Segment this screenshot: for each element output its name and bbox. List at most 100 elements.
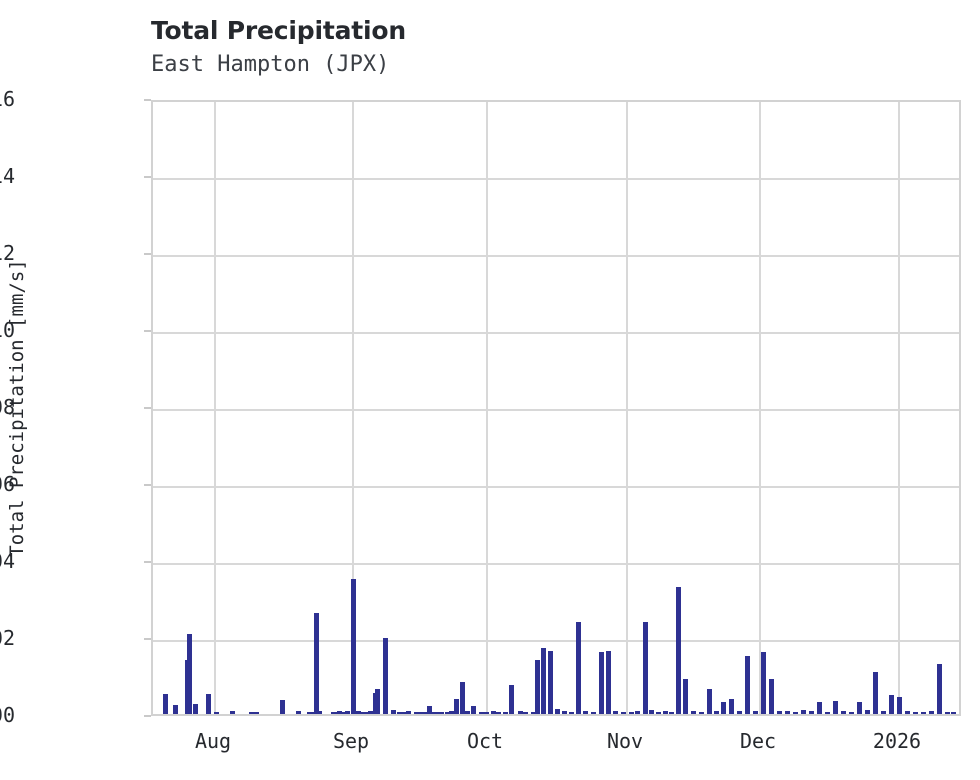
bar	[448, 711, 454, 714]
bar	[362, 712, 368, 714]
bar	[950, 712, 956, 714]
x-axis-tick-label: Dec	[739, 729, 777, 753]
gridline-horizontal	[153, 255, 959, 257]
bar	[698, 711, 704, 714]
bar	[590, 711, 596, 714]
gridline-horizontal	[153, 486, 959, 488]
bar	[444, 712, 450, 714]
bar	[800, 710, 806, 714]
bar	[390, 710, 396, 714]
bar	[864, 710, 870, 714]
y-axis-tick-label: 0.006	[0, 472, 15, 496]
bar	[662, 710, 668, 714]
bar	[316, 710, 322, 714]
bar	[192, 704, 198, 714]
bar	[453, 699, 459, 714]
gridline-horizontal	[153, 332, 959, 334]
bar	[344, 710, 350, 714]
bar	[824, 711, 830, 714]
bar	[808, 711, 814, 714]
y-axis-tick-label: 0.012	[0, 241, 15, 265]
bar	[382, 637, 388, 714]
bar	[832, 700, 838, 714]
bar	[396, 711, 402, 714]
bar	[648, 710, 654, 714]
bar	[682, 679, 688, 714]
bar	[330, 711, 336, 714]
bar	[634, 711, 640, 714]
bar	[464, 710, 470, 714]
bar	[340, 711, 346, 714]
bar	[495, 711, 501, 714]
bar	[744, 656, 750, 714]
bar	[540, 647, 546, 714]
gridline-horizontal	[153, 640, 959, 642]
y-axis-tick-label: 0.010	[0, 318, 15, 342]
bar	[928, 710, 934, 714]
bar	[568, 711, 574, 714]
y-axis-tick-mark	[144, 638, 151, 640]
gridline-vertical	[486, 102, 488, 714]
y-axis-tick-mark	[144, 407, 151, 409]
bar	[776, 711, 782, 714]
gridline-horizontal	[153, 178, 959, 180]
y-axis-tick-mark	[144, 176, 151, 178]
bar	[620, 711, 626, 714]
bar	[816, 702, 822, 714]
bar	[401, 712, 407, 714]
bar-series-precipitation	[153, 102, 959, 714]
bar	[459, 681, 465, 714]
bar	[253, 712, 259, 714]
bar	[713, 710, 719, 714]
y-axis-tick-mark	[144, 484, 151, 486]
bar	[706, 688, 712, 714]
bar	[612, 710, 618, 714]
gridline-vertical	[759, 102, 761, 714]
bar	[752, 710, 758, 714]
y-axis-tick-label: 0.000	[0, 703, 15, 727]
bar	[856, 702, 862, 714]
bar	[642, 621, 648, 714]
x-axis-tick-label: Sep	[332, 729, 370, 753]
bar	[508, 685, 514, 714]
plot-area	[151, 100, 961, 716]
bar	[655, 711, 661, 714]
bar	[840, 710, 846, 714]
bar	[888, 694, 894, 714]
bar	[944, 711, 950, 714]
y-axis-tick-mark	[144, 715, 151, 717]
bar	[522, 711, 528, 714]
y-axis-tick-mark	[144, 253, 151, 255]
gridline-vertical	[214, 102, 216, 714]
y-axis-tick-label: 0.002	[0, 626, 15, 650]
bar	[213, 711, 219, 714]
bar	[295, 710, 301, 714]
bar	[306, 711, 312, 714]
gridline-vertical	[626, 102, 628, 714]
bar	[470, 706, 476, 714]
bar	[350, 579, 356, 714]
bar	[490, 710, 496, 714]
bar	[936, 663, 942, 714]
bar	[720, 702, 726, 714]
bar	[920, 712, 926, 714]
y-axis-tick-mark	[144, 561, 151, 563]
bar	[904, 711, 910, 714]
x-axis-tick-label: Aug	[194, 729, 232, 753]
bar	[333, 712, 339, 714]
x-axis-tick-label: Oct	[466, 729, 504, 753]
bar	[690, 710, 696, 714]
bar	[172, 705, 178, 714]
bar	[848, 711, 854, 714]
bar	[675, 586, 681, 714]
x-axis-tick-label: 2026	[872, 729, 922, 753]
gridline-horizontal	[153, 563, 959, 565]
bar	[355, 711, 361, 714]
bar	[736, 711, 742, 714]
bar	[426, 705, 432, 714]
bar	[792, 711, 798, 714]
bar	[912, 711, 918, 714]
bar	[517, 710, 523, 714]
bar	[358, 711, 364, 714]
bar	[760, 652, 766, 714]
